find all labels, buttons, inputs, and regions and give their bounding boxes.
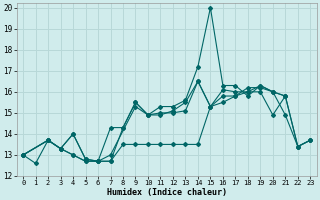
X-axis label: Humidex (Indice chaleur): Humidex (Indice chaleur) [107,188,227,197]
